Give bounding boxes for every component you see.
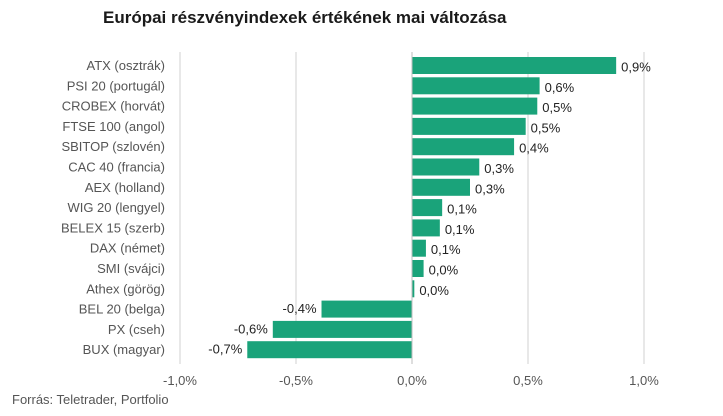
value-label: 0,1%	[431, 242, 461, 257]
category-label: Athex (görög)	[86, 281, 165, 296]
source-note: Forrás: Teletrader, Portfolio	[12, 392, 169, 407]
category-label: SBITOP (szlovén)	[61, 139, 165, 154]
x-tick-label: 0,0%	[397, 373, 427, 388]
bar	[412, 158, 480, 176]
bar	[412, 219, 440, 237]
category-label: SMI (svájci)	[97, 261, 165, 276]
value-label: -0,6%	[234, 321, 268, 336]
value-label: 0,9%	[621, 60, 651, 75]
value-label: 0,0%	[419, 283, 449, 298]
bar	[412, 97, 538, 115]
category-label: BUX (magyar)	[83, 342, 165, 357]
category-label: DAX (német)	[90, 241, 165, 256]
bar	[412, 199, 443, 217]
category-label: PX (cseh)	[108, 322, 165, 337]
value-label: 0,0%	[429, 263, 459, 278]
value-label: 0,5%	[531, 120, 561, 135]
bar	[321, 300, 412, 318]
category-label: WIG 20 (lengyel)	[67, 200, 165, 215]
bar	[412, 117, 526, 135]
category-labels: ATX (osztrák) PSI 20 (portugál) CROBEX (ho…	[61, 58, 165, 357]
value-label: 0,5%	[542, 100, 572, 115]
bar	[412, 178, 470, 196]
category-label: PSI 20 (portugál)	[67, 78, 165, 93]
category-label: BELEX 15 (szerb)	[61, 220, 165, 235]
value-label: 0,1%	[447, 202, 477, 217]
category-label: FTSE 100 (angol)	[62, 119, 165, 134]
value-label: 0,6%	[545, 80, 575, 95]
x-axis-tick-labels: -1,0% -0,5% 0,0% 0,5% 1,0%	[163, 373, 659, 388]
bar	[412, 260, 424, 277]
category-label: BEL 20 (belga)	[79, 302, 165, 317]
bar	[272, 320, 412, 338]
category-label: AEX (holland)	[85, 180, 165, 195]
value-label: 0,3%	[484, 161, 514, 176]
value-label: 0,4%	[519, 141, 549, 156]
value-label: 0,1%	[445, 222, 475, 237]
category-label: CAC 40 (francia)	[68, 160, 165, 175]
x-tick-label: -0,5%	[279, 373, 313, 388]
bar	[412, 57, 617, 74]
bar	[412, 280, 415, 298]
bar	[412, 77, 540, 95]
chart-title: Európai részvényindexek értékének mai vá…	[103, 8, 507, 27]
bar	[412, 239, 426, 257]
category-label: CROBEX (horvát)	[62, 99, 165, 114]
value-labels: 0,9% 0,6% 0,5% 0,5% 0,4% 0,3% 0,3% 0,1% 0,1% 0,1%…	[208, 60, 651, 357]
category-label: ATX (osztrák)	[87, 58, 166, 73]
bar	[412, 138, 515, 156]
value-label: 0,3%	[475, 181, 505, 196]
x-tick-label: 0,5%	[513, 373, 543, 388]
bar	[247, 341, 412, 359]
bars	[247, 57, 617, 359]
x-tick-label: -1,0%	[163, 373, 197, 388]
value-label: -0,7%	[208, 342, 242, 357]
x-tick-label: 1,0%	[629, 373, 659, 388]
value-label: -0,4%	[283, 301, 317, 316]
